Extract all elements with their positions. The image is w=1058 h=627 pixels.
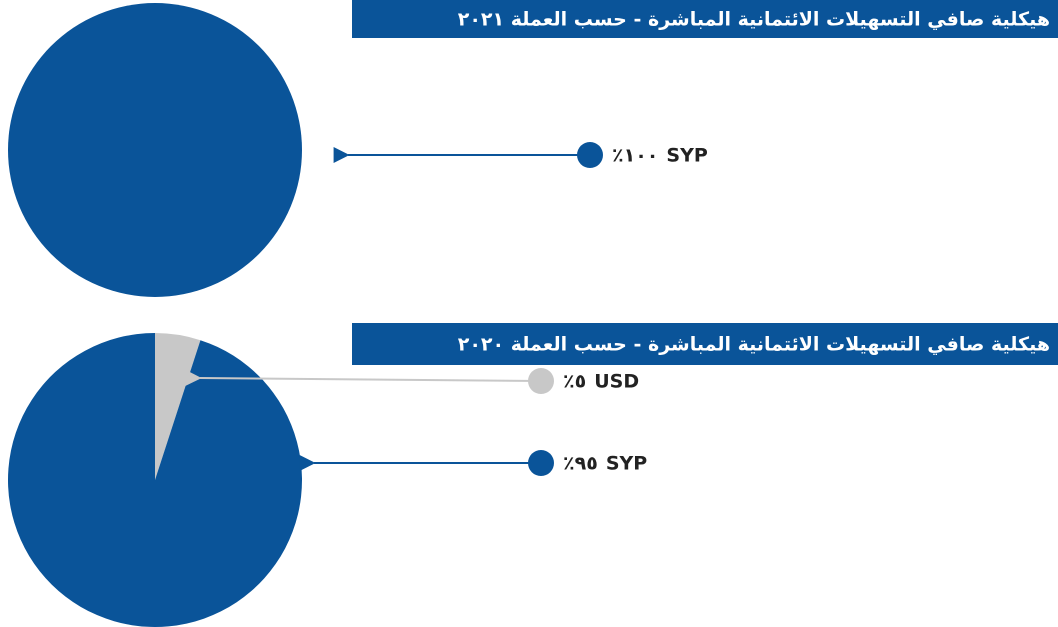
chart-title: هيكلية صافي التسهيلات الائتمانية المباشر…: [458, 9, 1050, 31]
legend-value: ٪٩٥: [563, 453, 598, 475]
legend-label: SYP: [666, 145, 707, 167]
legend-marker: [577, 142, 603, 168]
legend-value: ٪٥: [563, 371, 586, 393]
title-bar: [352, 0, 1058, 38]
legend-marker: [528, 450, 554, 476]
pie-slice: [155, 333, 201, 480]
legend-label: USD: [594, 371, 639, 393]
legend-value: ٪١٠٠: [612, 145, 658, 167]
leader-arrow: [185, 369, 542, 386]
chart-title: هيكلية صافي التسهيلات الائتمانية المباشر…: [458, 334, 1050, 356]
title-bar: [352, 323, 1058, 365]
pie-slice: [7, 332, 302, 627]
pie-slice: [8, 3, 302, 297]
legend-label: SYP: [606, 453, 647, 475]
legend-marker: [528, 368, 554, 394]
